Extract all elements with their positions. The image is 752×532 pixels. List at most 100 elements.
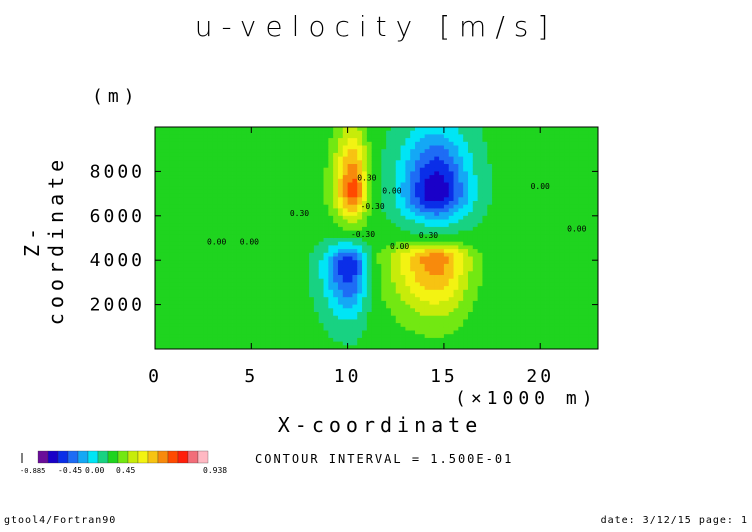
field-cell xyxy=(260,230,267,235)
field-cell xyxy=(405,275,411,280)
field-cell xyxy=(188,308,194,313)
field-cell xyxy=(328,182,334,187)
field-cell xyxy=(313,326,320,331)
field-cell xyxy=(207,286,214,291)
field-cell xyxy=(511,234,517,239)
field-cell xyxy=(390,175,397,180)
field-cell xyxy=(458,197,464,202)
field-cell xyxy=(260,238,267,243)
field-cell xyxy=(236,345,243,349)
field-cell xyxy=(424,160,430,165)
field-cell xyxy=(371,182,377,187)
field-cell xyxy=(299,293,305,298)
field-cell xyxy=(390,193,397,198)
field-cell xyxy=(333,193,339,198)
field-cell xyxy=(207,230,214,235)
field-cell xyxy=(463,197,469,202)
field-cell xyxy=(443,219,450,224)
field-cell xyxy=(467,193,474,198)
field-cell xyxy=(333,149,339,154)
field-cell xyxy=(371,330,377,335)
field-cell xyxy=(179,201,185,206)
field-cell xyxy=(501,323,507,328)
field-cell xyxy=(337,226,344,231)
field-cell xyxy=(496,226,503,231)
field-cell xyxy=(217,319,223,324)
field-cell xyxy=(299,134,305,139)
field-cell xyxy=(342,160,349,165)
field-cell xyxy=(179,164,185,169)
field-cell xyxy=(328,167,334,172)
field-cell xyxy=(347,175,353,180)
field-cell xyxy=(458,341,464,346)
field-cell xyxy=(227,145,233,150)
field-cell xyxy=(540,319,546,324)
field-cell xyxy=(424,175,430,180)
field-cell xyxy=(535,315,541,320)
field-cell xyxy=(318,215,324,220)
field-cell xyxy=(304,323,310,328)
field-cell xyxy=(477,267,483,272)
field-cell xyxy=(492,138,498,143)
field-cell xyxy=(333,219,339,224)
field-cell xyxy=(222,326,228,331)
field-cell xyxy=(390,337,397,342)
field-cell xyxy=(155,149,161,154)
field-cell xyxy=(381,167,387,172)
field-cell xyxy=(222,289,228,294)
field-cell xyxy=(183,223,190,228)
field-cell xyxy=(260,204,267,209)
field-cell xyxy=(275,238,281,243)
field-cell xyxy=(366,341,373,346)
field-cell xyxy=(487,149,493,154)
field-cell xyxy=(496,312,503,317)
field-cell xyxy=(174,189,180,194)
field-cell xyxy=(342,241,349,246)
field-cell xyxy=(203,219,209,224)
field-cell xyxy=(227,278,233,283)
field-cell xyxy=(169,252,175,257)
field-cell xyxy=(304,145,310,150)
field-cell xyxy=(323,167,329,172)
field-cell xyxy=(328,245,334,250)
field-cell xyxy=(299,164,305,169)
field-cell xyxy=(472,186,479,191)
field-cell xyxy=(501,319,507,324)
field-cell xyxy=(155,156,161,161)
field-cell xyxy=(241,186,247,191)
field-cell xyxy=(463,337,469,342)
field-cell xyxy=(212,345,218,349)
field-cell xyxy=(155,300,161,305)
field-cell xyxy=(159,238,166,243)
field-cell xyxy=(289,260,296,265)
field-cell xyxy=(448,249,454,254)
field-cell xyxy=(251,334,257,339)
field-cell xyxy=(309,189,315,194)
field-cell xyxy=(207,171,214,176)
field-cell xyxy=(492,201,498,206)
field-cell xyxy=(179,245,185,250)
field-cell xyxy=(193,289,199,294)
field-cell xyxy=(275,286,281,291)
field-cell xyxy=(467,186,474,191)
field-cell xyxy=(342,267,349,272)
field-cell xyxy=(501,182,507,187)
field-cell xyxy=(429,319,435,324)
field-cell xyxy=(477,341,483,346)
field-cell xyxy=(236,171,243,176)
field-cell xyxy=(251,319,257,324)
field-cell xyxy=(434,134,440,139)
field-cell xyxy=(362,315,368,320)
field-cell xyxy=(429,249,435,254)
field-cell xyxy=(155,197,161,202)
field-cell xyxy=(265,197,271,202)
field-cell xyxy=(212,193,218,198)
field-cell xyxy=(183,167,190,172)
field-cell xyxy=(496,238,503,243)
field-cell xyxy=(328,130,334,135)
field-cell xyxy=(467,341,474,346)
field-cell xyxy=(256,341,262,346)
field-cell xyxy=(217,337,223,342)
field-cell xyxy=(371,149,377,154)
field-cell xyxy=(169,334,175,339)
